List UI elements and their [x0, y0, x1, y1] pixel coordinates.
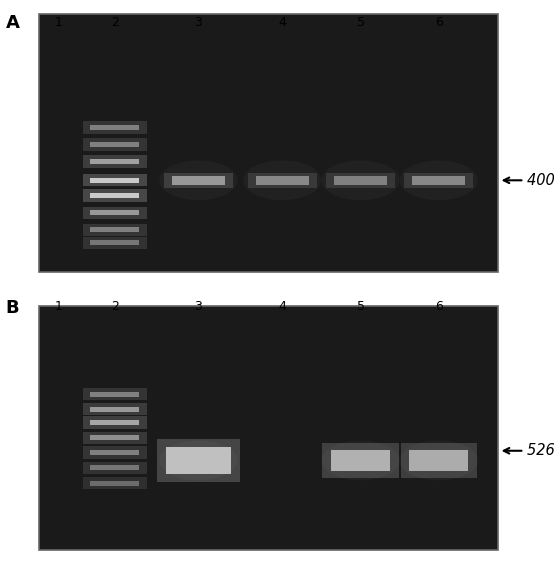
- Text: 4: 4: [278, 300, 286, 313]
- Text: 6: 6: [435, 300, 443, 313]
- Bar: [39, 14, 498, 272]
- Bar: [90, 240, 139, 246]
- Bar: [83, 403, 146, 416]
- Bar: [90, 178, 139, 183]
- Bar: [164, 173, 233, 188]
- Bar: [90, 391, 139, 397]
- Bar: [83, 206, 146, 219]
- Bar: [90, 481, 139, 485]
- Bar: [157, 439, 240, 482]
- Text: 2: 2: [111, 300, 119, 313]
- Bar: [83, 223, 146, 236]
- Bar: [90, 420, 139, 425]
- Bar: [83, 121, 146, 134]
- Bar: [83, 446, 146, 459]
- Text: 6: 6: [435, 16, 443, 29]
- Bar: [326, 173, 395, 188]
- Bar: [39, 306, 498, 550]
- Bar: [83, 155, 146, 168]
- Text: 4: 4: [278, 16, 286, 29]
- Bar: [404, 173, 473, 188]
- Text: 5: 5: [357, 300, 364, 313]
- Bar: [172, 176, 225, 185]
- Bar: [409, 450, 468, 471]
- Bar: [401, 443, 477, 477]
- Bar: [90, 227, 139, 232]
- Bar: [90, 407, 139, 412]
- Text: 400 bp: 400 bp: [527, 173, 559, 188]
- Bar: [90, 450, 139, 455]
- Bar: [413, 176, 465, 185]
- Bar: [90, 465, 139, 471]
- Bar: [334, 176, 387, 185]
- Bar: [167, 447, 230, 474]
- Bar: [83, 431, 146, 444]
- Bar: [256, 176, 309, 185]
- Bar: [83, 462, 146, 474]
- Bar: [83, 236, 146, 249]
- Bar: [331, 450, 390, 471]
- Bar: [90, 193, 139, 198]
- Text: 1: 1: [55, 16, 63, 29]
- Bar: [90, 142, 139, 147]
- Text: A: A: [6, 14, 20, 32]
- Bar: [90, 159, 139, 164]
- Bar: [90, 435, 139, 440]
- Text: 2: 2: [111, 16, 119, 29]
- Bar: [90, 210, 139, 215]
- Text: B: B: [6, 299, 19, 317]
- Bar: [83, 174, 146, 187]
- Bar: [90, 125, 139, 130]
- Text: 3: 3: [195, 300, 202, 313]
- Bar: [248, 173, 317, 188]
- Text: 1: 1: [55, 300, 63, 313]
- Text: 5: 5: [357, 16, 364, 29]
- Bar: [83, 477, 146, 489]
- Bar: [83, 388, 146, 400]
- Text: 526 bp: 526 bp: [527, 443, 559, 458]
- Bar: [323, 443, 399, 477]
- Text: 3: 3: [195, 16, 202, 29]
- Bar: [83, 416, 146, 429]
- Bar: [83, 189, 146, 202]
- Bar: [83, 138, 146, 151]
